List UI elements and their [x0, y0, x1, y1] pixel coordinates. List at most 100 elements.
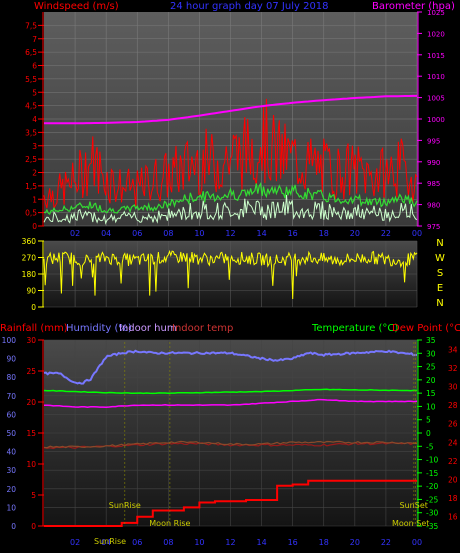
barometer-tick-label: 1020 [427, 30, 445, 38]
barometer-tick-label: 990 [427, 159, 440, 167]
temp-x-tick-label: 22 [381, 538, 391, 547]
wind-grid [44, 12, 418, 227]
humidity-line [43, 349, 418, 385]
temp-x-ticks: 02 04 06 08 10 12 14 16 18 20 22 00 [70, 538, 422, 547]
temp-x-tick-label: 08 [163, 538, 173, 547]
humidity-axis-label: Humidity (%) [66, 323, 132, 334]
barometer-tick-label: 975 [427, 223, 440, 231]
barometer-axis-label: Barometer (hpa) [372, 1, 455, 12]
temperature-axis-label: Temperature (°C) [311, 323, 398, 334]
temperature-tick-label: -5 [426, 442, 434, 451]
dewpoint-tick-label: 20 [448, 476, 458, 485]
event-label: Moon Set [392, 519, 429, 528]
barometer-tick-label: 1010 [427, 73, 445, 81]
wind-x-tick-label: 18 [319, 229, 329, 238]
temp-x-tick-label: 10 [194, 538, 204, 547]
barometer-tick-label: 1000 [427, 116, 445, 124]
wind-x-tick-label: 10 [194, 229, 204, 238]
temperature-tick-label: -35 [426, 522, 438, 531]
rain-tick-label: 20 [26, 398, 36, 407]
indoor-hum-label: Indoor hum [119, 323, 177, 334]
wind-x-tick-label: 22 [381, 229, 391, 238]
dewpoint-tick-label: 34 [448, 345, 458, 354]
temp-x-tick-label: 06 [132, 538, 142, 547]
temperature-tick-label: -10 [426, 456, 438, 465]
wind-series [43, 94, 418, 225]
wind-x-ticks: 02 04 06 08 10 12 14 16 18 20 22 00 [70, 229, 422, 238]
temp-x-tick-label: 12 [225, 538, 235, 547]
direction-tick-label: 0 [31, 303, 36, 312]
direction-tick-label: 270 [22, 254, 37, 263]
windspeed-axis-label: Windspeed (m/s) [34, 1, 119, 12]
rainfall-axis-label: Rainfall (mm) [0, 323, 68, 334]
rain-tick-label: 5 [31, 491, 36, 500]
compass-letter: W [435, 253, 445, 264]
compass-letter: E [437, 283, 443, 294]
humidity-tick-label: 50 [6, 429, 16, 438]
dewpoint-line [43, 440, 418, 449]
rain-tick-label: 15 [26, 429, 36, 438]
barometer-tick-label: 995 [427, 137, 440, 145]
dewpoint-axis-label: Dew Point (°C) [392, 323, 460, 334]
humidity-tick-label: 30 [6, 466, 16, 475]
temperature-tick-label: 10 [426, 402, 436, 411]
indoor-hum-line [43, 398, 418, 408]
barometer-tick-label: 980 [427, 202, 440, 210]
wind-x-tick-label: 14 [256, 229, 266, 238]
windspeed-tick-label: 7,5 [25, 21, 37, 30]
wind-x-tick-label: 04 [101, 229, 111, 238]
windspeed-tick-label: 7 [32, 35, 37, 44]
rain-tick-label: 10 [26, 460, 36, 469]
windspeed-tick-label: 6 [32, 62, 37, 71]
barometer-tick-label: 1015 [427, 52, 445, 60]
temp-x-tick-label: 20 [350, 538, 360, 547]
barometer-line [44, 94, 417, 125]
windspeed-tick-label: 1 [32, 195, 37, 204]
temperature-tick-label: -25 [426, 495, 438, 504]
windspeed-tick-label: 5 [32, 88, 37, 97]
rain-tick-label: 0 [31, 522, 36, 531]
sun-moon-events: SunRise SunSet Moon Rise Moon Set [109, 342, 429, 528]
wind-x-tick-label: 16 [288, 229, 298, 238]
event-label: Moon Rise [149, 519, 190, 528]
windspeed-tick-label: 3,5 [25, 128, 37, 137]
wind-x-tick-label: 00 [412, 229, 422, 238]
temperature-ticks: -35 -30 -25 -20 -15 -10 -5 0 5 10 15 20 25 30 35 [417, 336, 438, 531]
temp-x-tick-label: 04 [101, 538, 111, 547]
chart-title: 24 hour graph day 07 July 2018 [170, 1, 329, 12]
windspeed-tick-label: 2,5 [25, 155, 37, 164]
direction-tick-label: 90 [26, 287, 36, 296]
temperature-tick-label: 25 [426, 363, 436, 372]
temperature-tick-label: -30 [426, 509, 438, 518]
temp-x-tick-label: 14 [256, 538, 266, 547]
rain-tick-label: 30 [26, 336, 36, 345]
windspeed-tick-label: 6,5 [25, 48, 37, 57]
direction-grid [44, 240, 418, 308]
barometer-ticks: 975 980 985 990 995 1000 1005 1010 1015 1020 1025 [417, 9, 445, 231]
bottom-sunrise-label: SunRise [94, 537, 126, 546]
temp-grid [44, 339, 418, 527]
humidity-tick-label: 10 [6, 503, 16, 512]
dewpoint-tick-label: 24 [448, 438, 458, 447]
windspeed-tick-label: 5,5 [25, 75, 37, 84]
wind-x-tick-label: 12 [225, 229, 235, 238]
windspeed-tick-label: 4 [32, 115, 37, 124]
windspeed-tick-label: 2 [32, 169, 37, 178]
windspeed-tick-label: 0 [32, 222, 37, 231]
barometer-tick-label: 1005 [427, 95, 445, 103]
compass-letter: N [436, 298, 443, 309]
wind-x-tick-label: 08 [163, 229, 173, 238]
windspeed-avg-line [43, 182, 418, 216]
windspeed-tick-label: 1,5 [25, 182, 37, 191]
temperature-tick-label: -15 [426, 469, 438, 478]
humidity-tick-label: 60 [6, 410, 16, 419]
temperature-tick-label: 35 [426, 336, 436, 345]
temp-x-tick-label: 02 [70, 538, 80, 547]
dewpoint-ticks: 16 18 20 22 24 26 28 30 32 34 [448, 345, 458, 521]
wind-x-tick-label: 02 [70, 229, 80, 238]
humidity-tick-label: 70 [6, 392, 16, 401]
compass-letter: S [437, 268, 443, 279]
dewpoint-tick-label: 16 [448, 513, 458, 522]
